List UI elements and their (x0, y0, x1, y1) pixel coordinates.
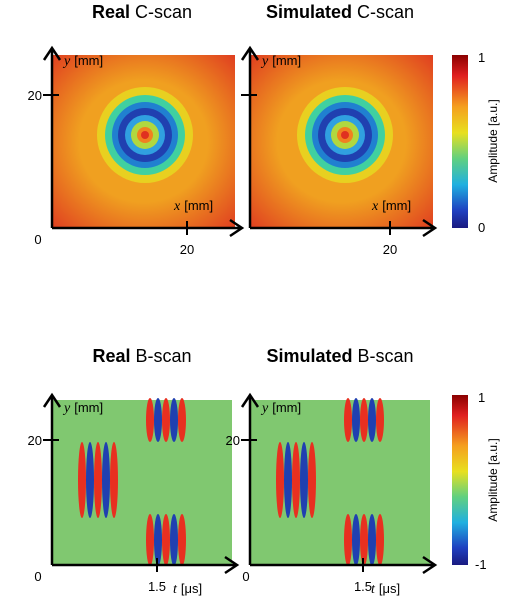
stripe (360, 398, 368, 442)
title-bold: Real (92, 2, 130, 22)
colorbar-label: Amplitude [a.u.] (486, 438, 500, 521)
colorbar-label: Amplitude [a.u.] (486, 99, 500, 182)
x-tick-label: 20 (180, 242, 194, 257)
stripe (94, 442, 102, 518)
unit: [μs] (379, 581, 400, 596)
var: x (173, 199, 181, 214)
y-tick-label: 20 (226, 433, 240, 448)
colorbar-max: 1 (478, 390, 485, 405)
y-axis-label: y [mm] (260, 53, 301, 69)
c-scan-images (52, 55, 433, 228)
ring (141, 131, 149, 139)
x-tick-label: 1.5 (148, 579, 166, 594)
x-axis (52, 218, 245, 238)
stripe (352, 398, 360, 442)
unit: [mm] (382, 198, 411, 213)
x-axis-label: t [μs] (173, 581, 202, 597)
stripe (344, 514, 352, 566)
y-axis-label: y [mm] (62, 400, 103, 416)
y-axis (240, 45, 260, 228)
y-axis (42, 392, 62, 565)
var: y (62, 401, 71, 416)
unit: [mm] (74, 400, 103, 415)
title-rest: B-scan (136, 346, 192, 366)
panel-title: Simulated C-scan (266, 2, 414, 22)
colorbar (452, 395, 468, 565)
x-axis-label: t [μs] (371, 581, 400, 597)
x-axis (52, 555, 240, 575)
stripe (146, 398, 154, 442)
stripe (178, 514, 186, 566)
unit: [mm] (184, 198, 213, 213)
var: y (260, 54, 269, 69)
panel-title: Real C-scan (92, 2, 192, 22)
stripe (170, 514, 178, 566)
x-tick-label: 20 (383, 242, 397, 257)
origin-label: 0 (34, 569, 41, 584)
stripe (360, 514, 368, 566)
b-scan-images (52, 398, 430, 566)
title-bold: Real (92, 346, 130, 366)
stripe (154, 514, 162, 566)
title-rest: C-scan (135, 2, 192, 22)
stripe (376, 514, 384, 566)
stripe (78, 442, 86, 518)
var: y (62, 54, 71, 69)
colorbar-min: -1 (475, 557, 487, 572)
colorbar-max: 1 (478, 50, 485, 65)
var: x (371, 199, 379, 214)
stripe (376, 398, 384, 442)
stripe (308, 442, 316, 518)
stripe (102, 442, 110, 518)
stripe (146, 514, 154, 566)
stripe (170, 398, 178, 442)
stripe (284, 442, 292, 518)
panel-title: Real B-scan (92, 346, 191, 366)
colorbar (452, 55, 468, 228)
y-axis-label: y [mm] (62, 53, 103, 69)
unit: [mm] (272, 53, 301, 68)
title-rest: B-scan (358, 346, 414, 366)
stripe (162, 514, 170, 566)
stripe (352, 514, 360, 566)
stripe (178, 398, 186, 442)
unit: [mm] (74, 53, 103, 68)
stripe (154, 398, 162, 442)
stripe (162, 398, 170, 442)
y-tick-label: 20 (28, 88, 42, 103)
origin-label: 0 (34, 232, 41, 247)
stripe (368, 514, 376, 566)
x-axis (250, 555, 438, 575)
ring (341, 131, 349, 139)
stripe (110, 442, 118, 518)
origin-label: 0 (242, 569, 249, 584)
stripe (292, 442, 300, 518)
stripe (368, 398, 376, 442)
title-bold: Simulated (266, 346, 352, 366)
title-rest: C-scan (357, 2, 414, 22)
x-axis-label: x [mm] (173, 198, 213, 214)
title-bold: Simulated (266, 2, 352, 22)
stripe (344, 398, 352, 442)
colorbar-min: 0 (478, 220, 485, 235)
x-tick-label: 1.5 (354, 579, 372, 594)
y-tick-label: 20 (28, 433, 42, 448)
x-axis-label: x [mm] (371, 198, 411, 214)
var: t (371, 582, 376, 597)
unit: [μs] (181, 581, 202, 596)
y-axis (42, 45, 62, 228)
x-axis (250, 218, 438, 238)
panel-title: Simulated B-scan (266, 346, 413, 366)
stripe (300, 442, 308, 518)
y-axis-label: y [mm] (260, 400, 301, 416)
y-axis (240, 392, 260, 565)
stripe (86, 442, 94, 518)
var: t (173, 582, 178, 597)
unit: [mm] (272, 400, 301, 415)
stripe (276, 442, 284, 518)
var: y (260, 401, 269, 416)
